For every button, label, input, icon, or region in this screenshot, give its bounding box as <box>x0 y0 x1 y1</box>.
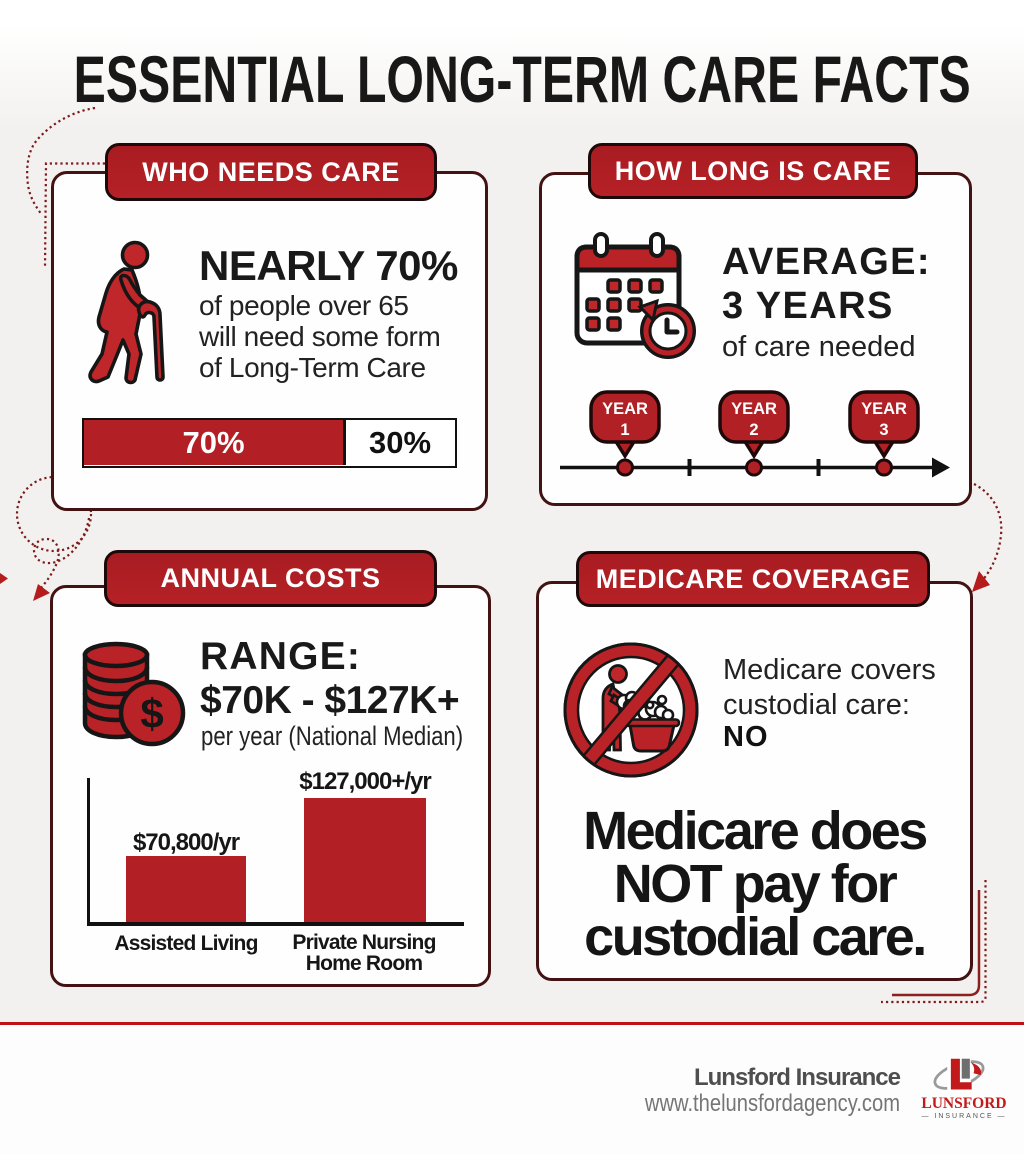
svg-text:3: 3 <box>879 421 888 439</box>
svg-text:YEAR: YEAR <box>731 400 777 418</box>
svg-text:1: 1 <box>620 421 629 439</box>
svg-text:YEAR: YEAR <box>861 400 907 418</box>
svg-text:YEAR: YEAR <box>602 400 648 418</box>
svg-text:$: $ <box>140 690 163 737</box>
svg-text:2: 2 <box>749 421 758 439</box>
